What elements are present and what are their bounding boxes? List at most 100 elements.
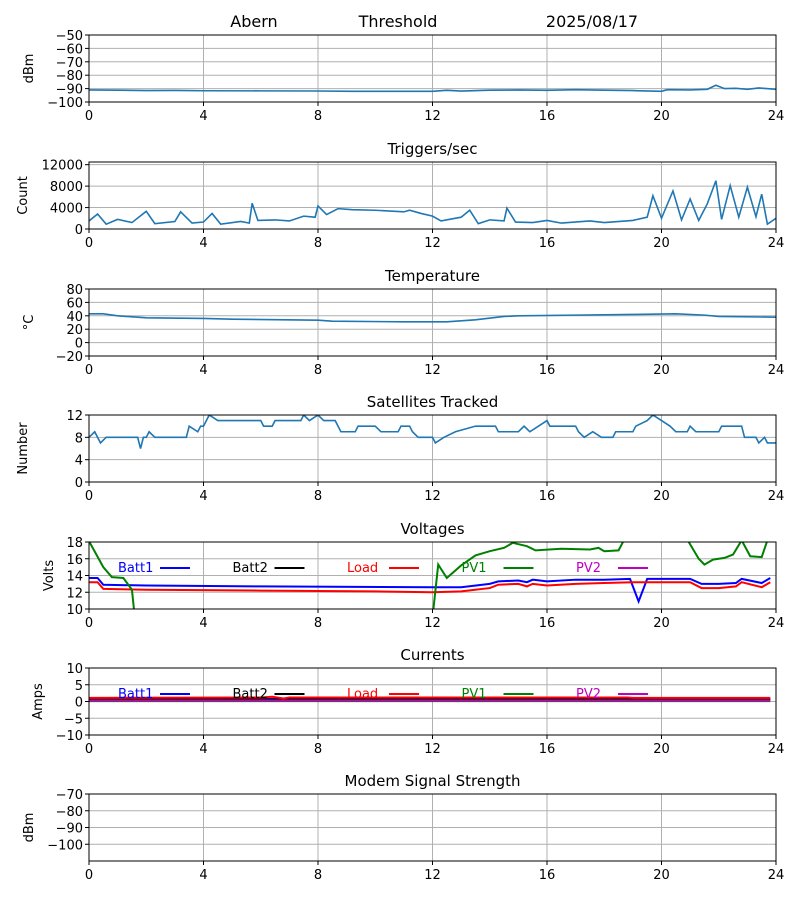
x-tick-label: 24 xyxy=(768,363,785,378)
legend-label: Load xyxy=(347,561,378,576)
x-tick-label: 24 xyxy=(768,616,785,631)
legend-label: PV1 xyxy=(462,561,487,576)
x-tick-label: 20 xyxy=(653,109,670,124)
y-axis-label: Volts xyxy=(42,560,57,592)
x-tick-label: 12 xyxy=(424,109,441,124)
axes-frame xyxy=(88,288,777,357)
panel-title: Temperature xyxy=(384,267,480,285)
y-tick-label: 60 xyxy=(66,296,83,311)
x-tick-label: 24 xyxy=(768,868,785,883)
series-line-pv1 xyxy=(687,542,768,566)
panel-title: Voltages xyxy=(400,520,464,538)
x-tick-label: 0 xyxy=(85,363,93,378)
y-tick-label: −5 xyxy=(64,712,83,727)
x-tick-label: 12 xyxy=(424,489,441,504)
axes-frame xyxy=(88,541,777,610)
legend-label: Batt2 xyxy=(233,561,268,576)
axes-frame xyxy=(88,161,777,230)
panel-title: Currents xyxy=(400,646,464,664)
y-tick-label: −60 xyxy=(56,42,83,57)
x-tick-label: 20 xyxy=(653,868,670,883)
x-tick-label: 20 xyxy=(653,363,670,378)
y-axis-label: dBm xyxy=(22,54,37,84)
panel-1: Triggers/sec 0 4 8 12 16 20 24 0 4000 8000 12000 Cou… xyxy=(16,140,784,251)
y-tick-label: 14 xyxy=(66,570,83,585)
y-axis-label: Number xyxy=(16,422,31,475)
y-tick-label: 80 xyxy=(66,283,83,298)
y-tick-label: 0 xyxy=(75,223,83,238)
series-line-batt1 xyxy=(89,577,771,605)
legend-label: PV2 xyxy=(576,561,601,576)
series-line-load xyxy=(89,695,771,700)
y-axis-label: Amps xyxy=(31,683,46,720)
x-tick-label: 8 xyxy=(314,868,322,883)
panel-5: Currents 0 4 8 12 16 20 24 10 5 0−5 −10 Amps Batt1 Bat… xyxy=(31,646,784,757)
series-line-pv1 xyxy=(432,542,625,609)
x-tick-label: 20 xyxy=(653,236,670,251)
y-tick-label: 10 xyxy=(66,662,83,677)
y-tick-label: −90 xyxy=(56,83,83,98)
y-tick-label: 12000 xyxy=(42,159,83,174)
y-tick-label: 16 xyxy=(66,553,83,568)
x-tick-label: 12 xyxy=(424,742,441,757)
legend-label: PV1 xyxy=(462,687,487,702)
x-tick-label: 0 xyxy=(85,489,93,504)
y-tick-label: −80 xyxy=(56,69,83,84)
x-tick-label: 12 xyxy=(424,868,441,883)
x-tick-label: 8 xyxy=(314,489,322,504)
y-tick-label: 12 xyxy=(66,586,83,601)
panel-6: Modem Signal Strength 0 4 8 12 16 20 24 −70 −80 −9… xyxy=(22,772,784,883)
x-tick-label: 8 xyxy=(314,363,322,378)
x-tick-label: 4 xyxy=(199,236,207,251)
panel-title: Satellites Tracked xyxy=(367,393,498,411)
x-tick-label: 20 xyxy=(653,616,670,631)
series-line-temperature xyxy=(89,312,776,323)
panel-3: Satellites Tracked 0 4 8 12 16 20 24 0 4 8 12 Number xyxy=(16,393,784,504)
x-tick-label: 12 xyxy=(424,616,441,631)
x-tick-label: 4 xyxy=(199,616,207,631)
x-tick-label: 0 xyxy=(85,236,93,251)
legend-label: PV2 xyxy=(576,687,601,702)
y-tick-label: −100 xyxy=(47,96,83,111)
header-date: 2025/08/17 xyxy=(546,12,638,31)
x-tick-label: 8 xyxy=(314,616,322,631)
x-tick-label: 0 xyxy=(85,109,93,124)
y-tick-label: −90 xyxy=(56,822,83,837)
y-tick-label: −70 xyxy=(56,56,83,71)
series-line-load xyxy=(89,581,771,594)
y-tick-label: 0 xyxy=(75,696,83,711)
x-tick-label: 4 xyxy=(199,109,207,124)
axes-frame xyxy=(88,793,777,862)
header-station: Abern xyxy=(230,12,277,31)
x-tick-label: 0 xyxy=(85,868,93,883)
y-tick-label: 4 xyxy=(75,454,83,469)
x-tick-label: 12 xyxy=(424,363,441,378)
x-tick-label: 16 xyxy=(539,868,556,883)
panel-title: Modem Signal Strength xyxy=(345,772,521,790)
y-tick-label: −80 xyxy=(56,805,83,820)
series-line-signal xyxy=(89,84,776,93)
x-tick-label: 24 xyxy=(768,489,785,504)
y-axis-label: Count xyxy=(16,176,31,215)
y-tick-label: 18 xyxy=(66,536,83,551)
y-tick-label: 0 xyxy=(75,476,83,491)
y-tick-label: 8 xyxy=(75,431,83,446)
legend-label: Batt1 xyxy=(118,561,153,576)
panel-title: Triggers/sec xyxy=(387,140,478,158)
y-axis-label: dBm xyxy=(22,813,37,843)
x-tick-label: 20 xyxy=(653,489,670,504)
x-tick-label: 16 xyxy=(539,489,556,504)
y-tick-label: −10 xyxy=(56,729,83,744)
axes-frame xyxy=(88,667,777,736)
x-tick-label: 8 xyxy=(314,109,322,124)
y-axis-label: °C xyxy=(22,315,37,331)
x-tick-label: 0 xyxy=(85,742,93,757)
series-line-satellites xyxy=(89,415,776,449)
y-tick-label: −50 xyxy=(56,29,83,44)
legend-label: Batt1 xyxy=(118,687,153,702)
x-tick-label: 16 xyxy=(539,742,556,757)
series-line-pv1 xyxy=(89,542,135,609)
x-tick-label: 16 xyxy=(539,616,556,631)
